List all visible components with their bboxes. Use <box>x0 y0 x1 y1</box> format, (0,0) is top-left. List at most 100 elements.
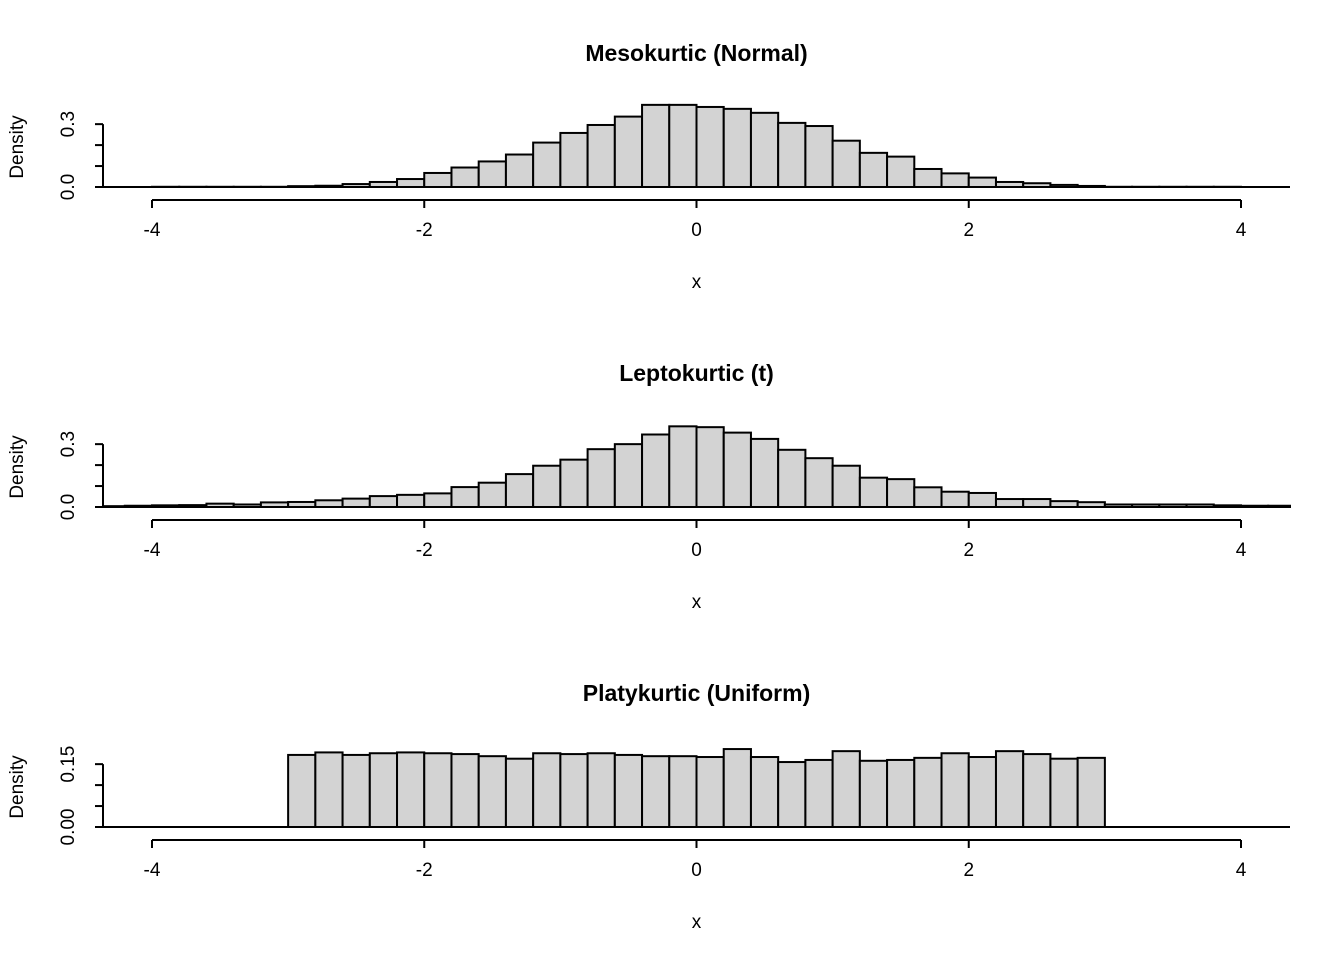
histogram-bar <box>396 751 426 829</box>
histogram-bar <box>994 750 1025 829</box>
y-axis: 0.00 0.15 <box>58 746 104 846</box>
y-tick-label: 0.3 <box>58 431 79 457</box>
histogram-bar <box>423 492 453 508</box>
x-tick-label: 2 <box>963 220 974 241</box>
histogram-bar <box>586 752 616 828</box>
x-tick-label: 0 <box>691 540 702 561</box>
x-tick-label: 2 <box>963 860 974 881</box>
histogram-bar <box>722 107 752 188</box>
histogram-bar <box>695 756 725 828</box>
x-tick-label: 2 <box>963 540 974 561</box>
histogram-bar <box>668 425 698 509</box>
histogram-bars <box>103 748 1290 829</box>
histogram-bars <box>103 103 1290 189</box>
histogram-bar <box>940 172 970 188</box>
histogram-bar <box>504 757 535 829</box>
x-tick-label: 0 <box>691 220 702 241</box>
histogram-bar <box>450 166 480 188</box>
histogram-bar <box>967 176 997 188</box>
histogram-bar <box>777 761 807 828</box>
histogram-bar <box>504 473 535 509</box>
histogram-bar <box>831 139 861 188</box>
x-tick-label: -4 <box>144 860 161 881</box>
histogram-bar <box>777 448 807 508</box>
x-axis-label: x <box>692 592 702 613</box>
histogram-bar <box>396 493 426 509</box>
panel-platykurtic: Platykurtic (Uniform) x Density -4 -2 0 2 4 … <box>7 680 1290 933</box>
y-tick-label: 0.0 <box>58 494 79 520</box>
histogram-bar <box>695 105 725 188</box>
histogram-bar <box>804 758 834 829</box>
panel-title: Platykurtic (Uniform) <box>583 680 810 706</box>
histogram-bar <box>341 753 371 829</box>
histogram-bar <box>532 752 562 828</box>
histogram-bar <box>287 753 317 829</box>
histogram-bar <box>831 464 861 509</box>
histogram-bar <box>532 464 562 509</box>
histogram-bar <box>641 433 671 508</box>
histogram-bar <box>913 756 943 828</box>
histogram-bar <box>749 756 780 828</box>
x-tick-label: 4 <box>1236 220 1247 241</box>
histogram-bar <box>641 103 671 188</box>
histogram-bar <box>749 111 780 188</box>
histogram-bar <box>994 498 1025 508</box>
y-axis: 0.0 0.3 <box>58 111 104 200</box>
histogram-bar <box>722 431 752 508</box>
x-tick-label: -4 <box>144 540 161 561</box>
histogram-bar <box>858 151 889 189</box>
histogram-bar <box>477 160 507 188</box>
histogram-bar <box>668 755 698 829</box>
histogram-bar <box>423 171 453 188</box>
x-axis: -4 -2 0 2 4 <box>144 519 1247 561</box>
histogram-bar <box>613 115 644 188</box>
histogram-bar <box>477 755 507 829</box>
histogram-bar <box>586 123 616 188</box>
x-axis: -4 -2 0 2 4 <box>144 839 1247 881</box>
histogram-bar <box>967 491 997 509</box>
histogram-bar <box>940 752 970 828</box>
histogram-bar <box>613 443 644 508</box>
histogram-bar <box>450 486 480 509</box>
histogram-bar <box>913 486 943 508</box>
histogram-bar <box>858 476 889 508</box>
histogram-bar <box>641 755 671 829</box>
histogram-bar <box>886 478 916 508</box>
x-axis-label: x <box>692 912 702 933</box>
x-tick-label: 4 <box>1236 860 1247 881</box>
histogram-bar <box>804 457 834 508</box>
y-tick-label: 0.00 <box>58 809 79 846</box>
histogram-bar <box>477 481 507 509</box>
y-axis: 0.0 0.3 <box>58 431 104 520</box>
y-tick-label: 0.0 <box>58 174 79 200</box>
y-tick-label: 0.3 <box>58 111 79 137</box>
x-tick-label: 4 <box>1236 540 1247 561</box>
x-tick-label: -2 <box>416 220 433 241</box>
x-tick-label: -2 <box>416 860 433 881</box>
histogram-bar <box>913 167 943 189</box>
histogram-bar <box>967 756 997 828</box>
histogram-bar <box>777 121 807 188</box>
histogram-bar <box>1049 757 1079 829</box>
histogram-bar <box>396 178 426 189</box>
histogram-bar <box>559 131 589 188</box>
histogram-bar <box>858 759 889 828</box>
x-axis: -4 -2 0 2 4 <box>144 199 1247 241</box>
histogram-bar <box>886 155 916 189</box>
histogram-bar <box>314 499 344 508</box>
histogram-bar <box>586 448 616 508</box>
histogram-bar <box>423 752 453 828</box>
y-axis-label: Density <box>7 755 28 819</box>
histogram-bar <box>1076 756 1106 828</box>
histogram-bar <box>368 752 399 828</box>
panel-leptokurtic: Leptokurtic (t) x Density -4 -2 0 2 4 0.0 0.3 <box>7 360 1292 613</box>
histogram-bar <box>532 141 562 188</box>
histogram-bar <box>722 748 752 828</box>
x-tick-label: 0 <box>691 860 702 881</box>
histogram-bar <box>341 497 371 509</box>
histogram-bar <box>450 753 480 828</box>
histogram-bar <box>314 751 344 829</box>
histogram-bar <box>804 125 834 188</box>
histogram-bar <box>613 753 644 829</box>
x-tick-label: -2 <box>416 540 433 561</box>
